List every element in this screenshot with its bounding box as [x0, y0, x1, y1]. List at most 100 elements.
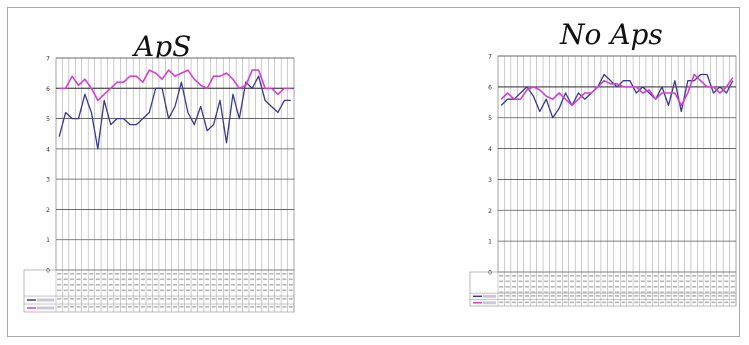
- table-value-placeholder: [250, 298, 255, 300]
- table-value-placeholder: [653, 301, 658, 304]
- category-label-placeholder: [166, 273, 171, 275]
- category-label-placeholder: [563, 280, 568, 283]
- category-label-placeholder: [550, 286, 555, 288]
- category-label-placeholder: [653, 291, 658, 294]
- category-label-placeholder: [115, 278, 120, 281]
- aps-line-chart: 0 1 2 3 4 5 6 7: [23, 56, 295, 313]
- category-label-placeholder: [582, 286, 587, 288]
- category-label-placeholder: [237, 289, 242, 292]
- category-label-placeholder: [140, 284, 145, 286]
- category-label-placeholder: [57, 273, 62, 275]
- category-label-placeholder: [211, 278, 216, 281]
- table-value-placeholder: [230, 298, 235, 300]
- category-label-placeholder: [82, 289, 87, 292]
- table-value-placeholder: [76, 306, 81, 308]
- category-label-placeholder: [647, 291, 652, 294]
- category-label-placeholder: [692, 280, 697, 283]
- table-value-placeholder: [550, 295, 555, 297]
- category-label-placeholder: [672, 275, 677, 277]
- category-label-placeholder: [679, 291, 684, 294]
- category-label-placeholder: [660, 286, 665, 288]
- table-value-placeholder: [512, 301, 517, 304]
- category-label-placeholder: [237, 273, 242, 275]
- category-label-placeholder: [576, 291, 581, 294]
- category-label-placeholder: [621, 275, 626, 277]
- table-value-placeholder: [608, 295, 613, 297]
- category-label-placeholder: [269, 289, 274, 292]
- category-label-placeholder: [127, 289, 132, 292]
- category-label-placeholder: [627, 286, 632, 288]
- series-line: [58, 75, 291, 150]
- table-value-placeholder: [698, 295, 703, 297]
- category-label-placeholder: [666, 275, 671, 277]
- category-label-placeholder: [499, 286, 504, 288]
- table-value-placeholder: [653, 295, 658, 297]
- table-value-placeholder: [63, 298, 68, 300]
- category-label-placeholder: [679, 275, 684, 277]
- category-label-placeholder: [211, 273, 216, 275]
- category-label-placeholder: [647, 286, 652, 288]
- category-label-placeholder: [602, 291, 607, 294]
- table-value-placeholder: [275, 298, 280, 300]
- table-value-placeholder: [82, 298, 87, 300]
- table-value-placeholder: [589, 301, 594, 304]
- series-line: [500, 73, 734, 107]
- category-label-placeholder: [185, 278, 190, 281]
- category-label-placeholder: [589, 280, 594, 283]
- table-value-placeholder: [179, 298, 184, 300]
- table-value-placeholder: [634, 301, 639, 304]
- category-label-placeholder: [230, 284, 235, 286]
- category-label-placeholder: [685, 275, 690, 277]
- category-label-placeholder: [218, 273, 223, 275]
- category-label-placeholder: [224, 273, 229, 275]
- category-label-placeholder: [531, 280, 536, 283]
- category-label-placeholder: [179, 278, 184, 281]
- category-label-placeholder: [705, 275, 710, 277]
- category-label-placeholder: [82, 284, 87, 286]
- category-label-placeholder: [537, 286, 542, 288]
- category-label-placeholder: [711, 275, 716, 277]
- category-label-placeholder: [269, 284, 274, 286]
- category-label-placeholder: [692, 275, 697, 277]
- category-label-placeholder: [172, 273, 178, 275]
- table-value-placeholder: [505, 295, 510, 297]
- category-label-placeholder: [730, 291, 735, 294]
- category-label-placeholder: [544, 291, 549, 294]
- category-label-placeholder: [121, 273, 126, 275]
- category-label-placeholder: [685, 280, 690, 283]
- category-label-placeholder: [724, 275, 729, 277]
- table-value-placeholder: [537, 295, 542, 297]
- category-label-placeholder: [660, 275, 665, 277]
- category-label-placeholder: [724, 280, 729, 283]
- table-value-placeholder: [140, 298, 145, 300]
- table-value-placeholder: [205, 298, 210, 300]
- table-value-placeholder: [711, 301, 716, 304]
- y-tick-label: 7: [488, 54, 492, 61]
- category-label-placeholder: [166, 278, 171, 281]
- category-label-placeholder: [537, 275, 542, 277]
- table-value-placeholder: [76, 298, 81, 300]
- image-frame: [7, 7, 740, 337]
- category-label-placeholder: [211, 289, 216, 292]
- category-label-placeholder: [518, 275, 523, 277]
- category-label-placeholder: [621, 280, 626, 283]
- table-value-placeholder: [243, 306, 248, 308]
- category-label-placeholder: [621, 286, 626, 288]
- table-value-placeholder: [237, 306, 242, 308]
- table-value-placeholder: [211, 298, 216, 300]
- category-label-placeholder: [70, 273, 75, 275]
- table-value-placeholder: [153, 298, 158, 300]
- category-label-placeholder: [147, 278, 152, 281]
- category-label-placeholder: [160, 289, 165, 292]
- category-label-placeholder: [263, 289, 268, 292]
- category-label-placeholder: [518, 286, 523, 288]
- table-value-placeholder: [679, 301, 684, 304]
- category-label-placeholder: [76, 289, 81, 292]
- category-label-placeholder: [660, 291, 665, 294]
- y-tick-label: 1: [488, 239, 492, 246]
- category-label-placeholder: [108, 284, 113, 286]
- table-value-placeholder: [634, 295, 639, 297]
- table-value-placeholder: [250, 306, 255, 308]
- table-value-placeholder: [537, 301, 542, 304]
- category-label-placeholder: [563, 286, 568, 288]
